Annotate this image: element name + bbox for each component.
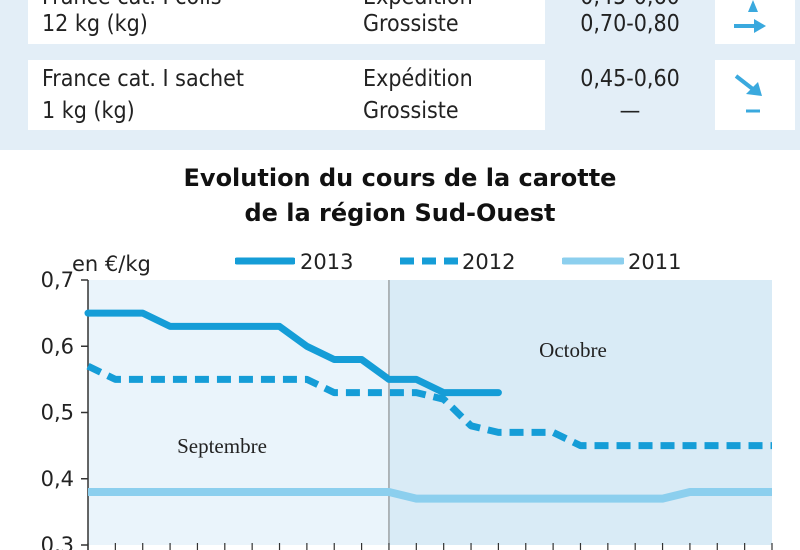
product-unit: 1 kg (kg): [42, 98, 135, 124]
chart-panel: Evolution du cours de la carotte de la r…: [0, 150, 800, 550]
stage-label: Expédition: [363, 0, 473, 9]
y-tick-label: 0,7: [41, 268, 74, 292]
legend-label-2013: 2013: [300, 250, 354, 274]
y-tick-label: 0,5: [41, 401, 74, 425]
series-line-2013: [84, 309, 502, 397]
legend-label-2011: 2011: [628, 250, 682, 274]
product-label: France cat. I sachet: [42, 66, 244, 92]
y-tick-label: 0,3: [41, 533, 74, 550]
product-label: France cat. I colis: [42, 0, 222, 9]
period-label-september: Septembre: [177, 434, 267, 458]
legend-swatch-2013: [235, 257, 295, 265]
price-value: 0,45-0,60: [545, 0, 715, 9]
y-tick-label: 0,6: [41, 334, 74, 358]
price-value: 0,45-0,60: [580, 66, 680, 92]
y-tick-label: 0,4: [41, 467, 74, 491]
dash-icon: [746, 109, 760, 113]
chart-subtitle: de la région Sud-Ouest: [244, 199, 556, 227]
stage-label: Grossiste: [363, 11, 459, 37]
legend-swatch-2011: [562, 257, 624, 265]
up-arrow-icon: [748, 0, 758, 12]
legend-label-2012: 2012: [462, 250, 516, 274]
series-line-2012: [86, 362, 772, 450]
price-column: [545, 0, 715, 130]
period-label-october: Octobre: [539, 338, 607, 362]
down-right-arrow-icon: [734, 74, 762, 96]
october-band: [388, 280, 772, 545]
chart-title: Evolution du cours de la carotte: [183, 164, 617, 192]
stage-label: Grossiste: [363, 98, 459, 124]
product-unit: 12 kg (kg): [42, 11, 148, 37]
right-arrow-icon: [734, 19, 766, 33]
stage-label: Expédition: [363, 66, 473, 92]
y-axis-label: en €/kg: [72, 252, 151, 276]
line-chart: 0,3 0,4 0,5 0,6 0,7 Septembre Octobre: [41, 268, 773, 550]
series-line-2011: [88, 488, 772, 503]
legend-swatch-2012: [400, 257, 458, 265]
price-value: 0,70-0,80: [580, 11, 680, 37]
price-table: France cat. I colis 12 kg (kg) Expéditio…: [0, 0, 800, 150]
price-value: —: [619, 98, 641, 124]
